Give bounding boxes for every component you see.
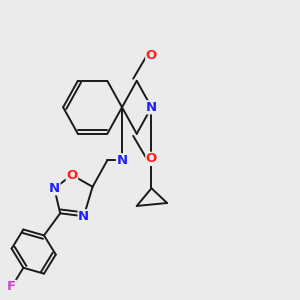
Text: N: N xyxy=(78,210,89,223)
Text: N: N xyxy=(49,182,60,195)
Text: O: O xyxy=(66,169,78,182)
Text: O: O xyxy=(146,152,157,165)
Text: F: F xyxy=(7,280,16,293)
Text: N: N xyxy=(116,154,128,167)
Text: N: N xyxy=(146,101,157,114)
Text: O: O xyxy=(146,49,157,62)
